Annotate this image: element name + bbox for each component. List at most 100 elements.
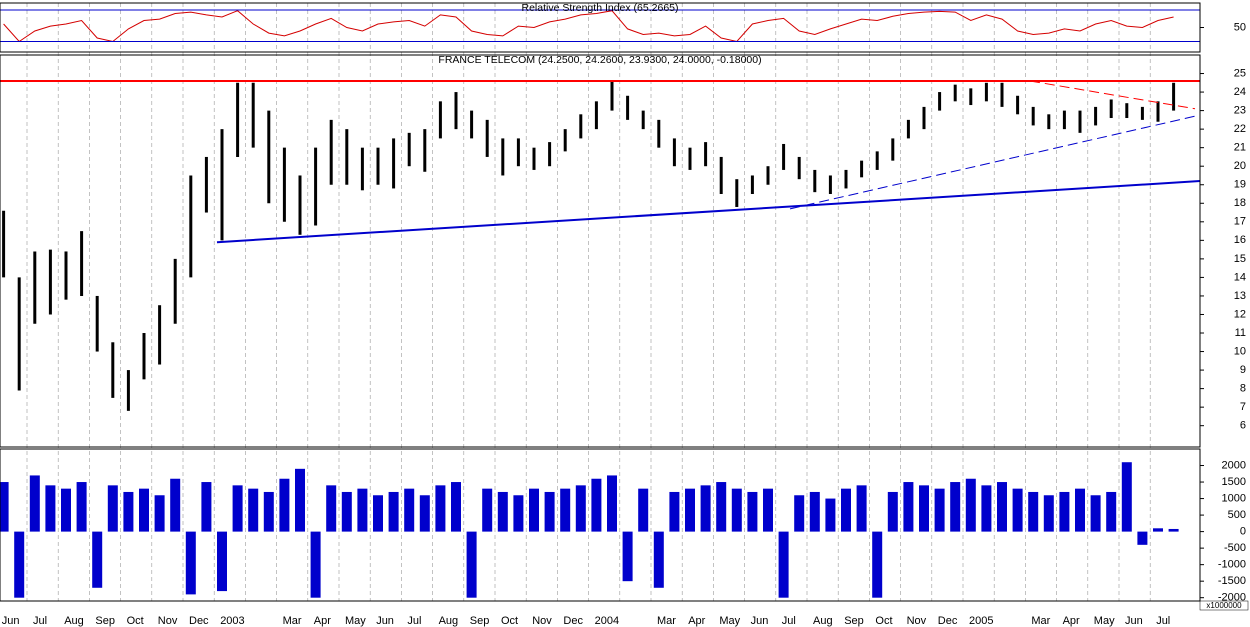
y-tick-label: 13 [1234, 290, 1246, 302]
volume-bar [435, 485, 446, 532]
y-tick-label: 7 [1240, 401, 1246, 413]
x-tick-label: Mar [283, 615, 302, 627]
trend-line [1029, 80, 1196, 110]
x-tick-label: Nov [532, 615, 552, 627]
volume-bar [1012, 488, 1023, 532]
volume-bar [139, 488, 149, 532]
x-tick-label: May [1094, 615, 1115, 627]
volume-bar [92, 531, 103, 588]
volume-bar [747, 491, 758, 532]
volume-bar [1106, 491, 1117, 532]
x-tick-label: Jun [2, 615, 20, 627]
volume-bar [997, 482, 1007, 532]
volume-bar [357, 488, 368, 532]
volume-bar [1075, 488, 1085, 532]
volume-bar [1043, 495, 1054, 532]
y-tick-label: 2000 [1222, 459, 1246, 471]
y-tick-label: -2000 [1218, 592, 1246, 604]
volume-bar [809, 491, 820, 532]
x-tick-label: Jun [1125, 615, 1143, 627]
trend-line [216, 180, 1201, 244]
multiplier-box [1199, 600, 1249, 611]
volume-bar [1059, 491, 1070, 532]
volume-bar [497, 491, 508, 532]
y-tick-label: 6 [1240, 420, 1246, 432]
x-tick-label: Sep [95, 615, 115, 627]
volume-bar [950, 482, 961, 532]
y-tick-label: 22 [1234, 123, 1246, 135]
volume-bar [170, 478, 181, 532]
x-tick-label: Aug [813, 615, 833, 627]
volume-bar [591, 478, 602, 532]
y-tick-label: 0 [1240, 526, 1246, 538]
x-tick-label: Sep [844, 615, 864, 627]
volume-bar [934, 488, 945, 532]
x-tick-label: May [719, 615, 740, 627]
volume-bar [76, 482, 87, 532]
volume-bar [669, 491, 680, 532]
volume-bar [61, 488, 71, 532]
x-tick-label: Aug [64, 615, 84, 627]
y-tick-label: 10 [1234, 345, 1246, 357]
volume-bar [466, 531, 477, 598]
x-tick-label: Nov [907, 615, 927, 627]
volume-bar [607, 475, 617, 532]
volume-bar [778, 531, 789, 598]
x-tick-label: Jul [407, 615, 421, 627]
volume-bar [404, 488, 415, 532]
volume-bar [716, 482, 727, 532]
volume-bar [1137, 531, 1148, 545]
volume-bar [217, 531, 227, 592]
trend-line [789, 115, 1196, 210]
x-tick-label: Oct [127, 615, 144, 627]
x-tick-label: Mar [657, 615, 676, 627]
volume-bar [451, 482, 461, 532]
x-tick-label: Jul [782, 615, 796, 627]
y-tick-label: 16 [1234, 234, 1246, 246]
x-tick-label: 2003 [220, 615, 244, 627]
x-tick-label: Oct [875, 615, 892, 627]
y-tick-label: 12 [1234, 308, 1246, 320]
volume-bar [388, 491, 399, 532]
x-tick-label: Jul [33, 615, 47, 627]
volume-bar [653, 531, 664, 588]
volume-bar [560, 488, 571, 532]
rsi-line [3, 10, 1174, 43]
volume-bar [856, 485, 867, 532]
volume-bar [185, 531, 196, 595]
volume-bar [201, 482, 212, 532]
x-tick-label: Sep [470, 615, 490, 627]
volume-bar [1028, 491, 1039, 532]
volume-bar [1153, 528, 1163, 532]
volume-bar [794, 495, 805, 532]
volume-bar [1090, 495, 1101, 532]
x-tick-label: Apr [1063, 615, 1080, 627]
volume-bar [123, 491, 134, 532]
volume-bar [373, 495, 383, 532]
volume-bar [326, 485, 337, 532]
y-tick-label: 15 [1234, 253, 1246, 265]
y-tick-label: 18 [1234, 197, 1246, 209]
volume-bar [965, 478, 976, 532]
volume-bar [248, 488, 259, 532]
volume-bar [1121, 462, 1132, 532]
x-tick-label: Jul [1156, 615, 1170, 627]
volume-bar [14, 531, 25, 598]
volume-bar [310, 531, 321, 598]
y-tick-label: 11 [1235, 327, 1246, 339]
x-tick-label: Mar [1031, 615, 1050, 627]
panel-title: FRANCE TELECOM (24.2500, 24.2600, 23.930… [438, 54, 761, 66]
x-tick-label: Aug [439, 615, 459, 627]
y-tick-label: 500 [1228, 509, 1246, 521]
volume-bar [154, 495, 165, 532]
volume-bar [544, 491, 555, 532]
volume-bar [513, 495, 524, 532]
volume-bar [919, 485, 929, 532]
volume-bar [763, 488, 773, 532]
volume-bar [903, 482, 914, 532]
y-tick-label: 23 [1234, 105, 1246, 117]
y-tick-label: 21 [1234, 142, 1246, 154]
x-tick-label: Jun [376, 615, 394, 627]
y-tick-label: 20 [1234, 160, 1246, 172]
volume-bar [279, 478, 290, 532]
